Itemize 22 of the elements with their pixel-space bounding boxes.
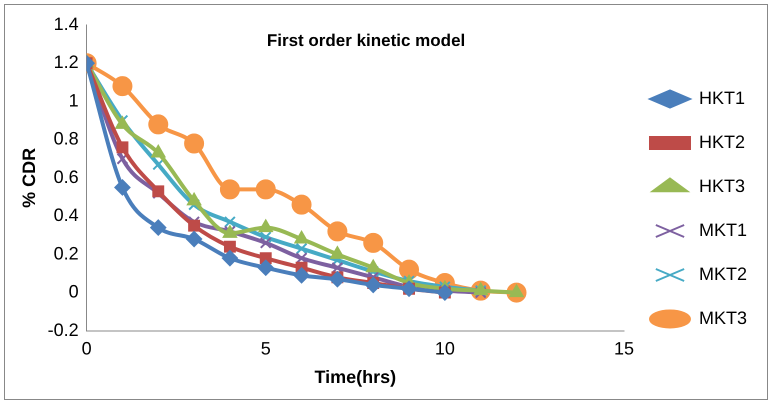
x-tick-label: 15 xyxy=(614,338,634,359)
y-axis-title: % CDR xyxy=(18,148,39,208)
y-tick-label: 1.4 xyxy=(54,14,79,34)
legend-label: HKT2 xyxy=(698,132,746,152)
legend-label: MKT1 xyxy=(698,220,748,240)
y-tick-label: 0.6 xyxy=(54,166,79,187)
x-tick-label: 5 xyxy=(260,338,271,359)
legend-label: MKT2 xyxy=(698,264,748,284)
y-tick-label: 0 xyxy=(68,282,79,302)
y-tick-label: 0.8 xyxy=(54,128,79,149)
x-tick-label: 10 xyxy=(434,338,455,359)
x-axis-title: Time(hrs) xyxy=(314,367,396,388)
y-tick-label: 1 xyxy=(68,90,79,110)
y-tick-label: 0.4 xyxy=(54,205,79,226)
legend-label: HKT1 xyxy=(698,88,746,108)
chart-title: First order kinetic model xyxy=(266,31,466,50)
legend-label: HKT3 xyxy=(698,176,746,196)
x-tick-label: 0 xyxy=(82,338,92,359)
legend-label: MKT3 xyxy=(698,308,748,328)
y-tick-label: -0.2 xyxy=(48,320,79,340)
y-tick-label: 1.2 xyxy=(54,52,79,72)
y-tick-label: 0.2 xyxy=(54,243,79,264)
